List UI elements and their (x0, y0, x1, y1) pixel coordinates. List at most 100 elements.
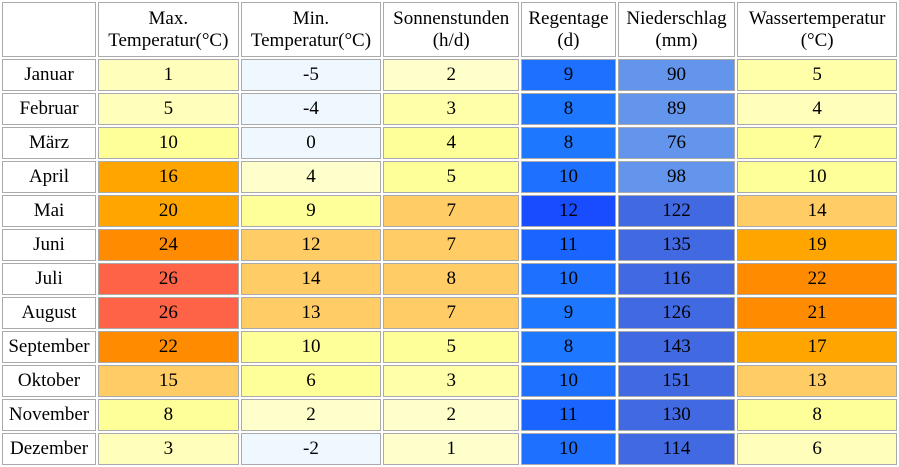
precipitation-cell: 116 (617, 263, 736, 295)
max-temp-cell: 16 (98, 161, 239, 193)
min-temp-cell: -5 (240, 59, 382, 91)
sun-hours-cell: 4 (383, 127, 520, 159)
water-temp-cell: 19 (737, 229, 897, 261)
table-row: August 26 13 7 9 126 21 (2, 297, 897, 329)
table-row: April 16 4 5 10 98 10 (2, 161, 897, 193)
precipitation-cell: 130 (617, 399, 736, 431)
month-cell: Dezember (2, 433, 96, 465)
header-line: Niederschlag (626, 7, 727, 29)
table-row: Dezember 3 -2 1 10 114 6 (2, 433, 897, 465)
rain-days-cell: 12 (521, 195, 616, 227)
table-row: Juli 26 14 8 10 116 22 (2, 263, 897, 295)
water-temp-cell: 7 (737, 127, 897, 159)
water-temp-cell: 13 (737, 365, 897, 397)
table-row: März 10 0 4 8 76 7 (2, 127, 897, 159)
rain-days-cell: 10 (521, 365, 616, 397)
header-line: Min. (292, 7, 330, 29)
min-temp-cell: 0 (240, 127, 382, 159)
rain-days-cell: 11 (521, 399, 616, 431)
max-temp-cell: 15 (98, 365, 239, 397)
month-cell: Januar (2, 59, 96, 91)
water-temp-cell: 22 (737, 263, 897, 295)
table-row: Mai 20 9 7 12 122 14 (2, 195, 897, 227)
header-line: Sonnenstunden (393, 7, 510, 29)
sun-hours-cell: 8 (383, 263, 520, 295)
header-water-temp: Wassertemperatur (°C) (737, 2, 897, 57)
min-temp-cell: 6 (240, 365, 382, 397)
max-temp-cell: 8 (98, 399, 239, 431)
precipitation-cell: 76 (617, 127, 736, 159)
water-temp-cell: 8 (737, 399, 897, 431)
rain-days-cell: 8 (521, 331, 616, 363)
rain-days-cell: 11 (521, 229, 616, 261)
header-row: Max. Temperatur(°C) Min. Temperatur(°C) So… (2, 2, 897, 57)
sun-hours-cell: 7 (383, 195, 520, 227)
month-cell: November (2, 399, 96, 431)
precipitation-cell: 143 (617, 331, 736, 363)
sun-hours-cell: 3 (383, 365, 520, 397)
precipitation-cell: 122 (617, 195, 736, 227)
month-cell: Juni (2, 229, 96, 261)
water-temp-cell: 5 (737, 59, 897, 91)
table-row: Juni 24 12 7 11 135 19 (2, 229, 897, 261)
water-temp-cell: 6 (737, 433, 897, 465)
rain-days-cell: 10 (521, 433, 616, 465)
min-temp-cell: -2 (240, 433, 382, 465)
header-line: Regentage (528, 7, 609, 29)
precipitation-cell: 90 (617, 59, 736, 91)
rain-days-cell: 10 (521, 161, 616, 193)
header-line: (h/d) (432, 29, 470, 51)
header-line: (mm) (655, 29, 698, 51)
water-temp-cell: 4 (737, 93, 897, 125)
min-temp-cell: 10 (240, 331, 382, 363)
header-line: Temperatur(°C) (108, 29, 229, 51)
sun-hours-cell: 7 (383, 297, 520, 329)
month-cell: Februar (2, 93, 96, 125)
max-temp-cell: 3 (98, 433, 239, 465)
max-temp-cell: 26 (98, 297, 239, 329)
sun-hours-cell: 1 (383, 433, 520, 465)
header-min-temp: Min. Temperatur(°C) (240, 2, 382, 57)
month-cell: März (2, 127, 96, 159)
table-row: Januar 1 -5 2 9 90 5 (2, 59, 897, 91)
header-precipitation: Niederschlag (mm) (617, 2, 736, 57)
month-cell: September (2, 331, 96, 363)
min-temp-cell: 2 (240, 399, 382, 431)
table-row: Oktober 15 6 3 10 151 13 (2, 365, 897, 397)
precipitation-cell: 135 (617, 229, 736, 261)
header-max-temp: Max. Temperatur(°C) (98, 2, 239, 57)
water-temp-cell: 14 (737, 195, 897, 227)
month-cell: Mai (2, 195, 96, 227)
sun-hours-cell: 2 (383, 399, 520, 431)
header-line: Max. (148, 7, 189, 29)
min-temp-cell: 4 (240, 161, 382, 193)
header-line: Temperatur(°C) (250, 29, 372, 51)
rain-days-cell: 8 (521, 127, 616, 159)
sun-hours-cell: 5 (383, 161, 520, 193)
min-temp-cell: -4 (240, 93, 382, 125)
min-temp-cell: 14 (240, 263, 382, 295)
sun-hours-cell: 5 (383, 331, 520, 363)
max-temp-cell: 10 (98, 127, 239, 159)
table-row: Februar 5 -4 3 8 89 4 (2, 93, 897, 125)
header-sun-hours: Sonnenstunden (h/d) (383, 2, 520, 57)
water-temp-cell: 10 (737, 161, 897, 193)
header-rain-days: Regentage (d) (521, 2, 616, 57)
precipitation-cell: 126 (617, 297, 736, 329)
table-row: September 22 10 5 8 143 17 (2, 331, 897, 363)
month-cell: April (2, 161, 96, 193)
month-cell: August (2, 297, 96, 329)
month-cell: Juli (2, 263, 96, 295)
water-temp-cell: 17 (737, 331, 897, 363)
precipitation-cell: 151 (617, 365, 736, 397)
month-cell: Oktober (2, 365, 96, 397)
max-temp-cell: 20 (98, 195, 239, 227)
max-temp-cell: 5 (98, 93, 239, 125)
sun-hours-cell: 3 (383, 93, 520, 125)
min-temp-cell: 9 (240, 195, 382, 227)
min-temp-cell: 13 (240, 297, 382, 329)
rain-days-cell: 10 (521, 263, 616, 295)
max-temp-cell: 22 (98, 331, 239, 363)
header-corner (2, 2, 96, 57)
